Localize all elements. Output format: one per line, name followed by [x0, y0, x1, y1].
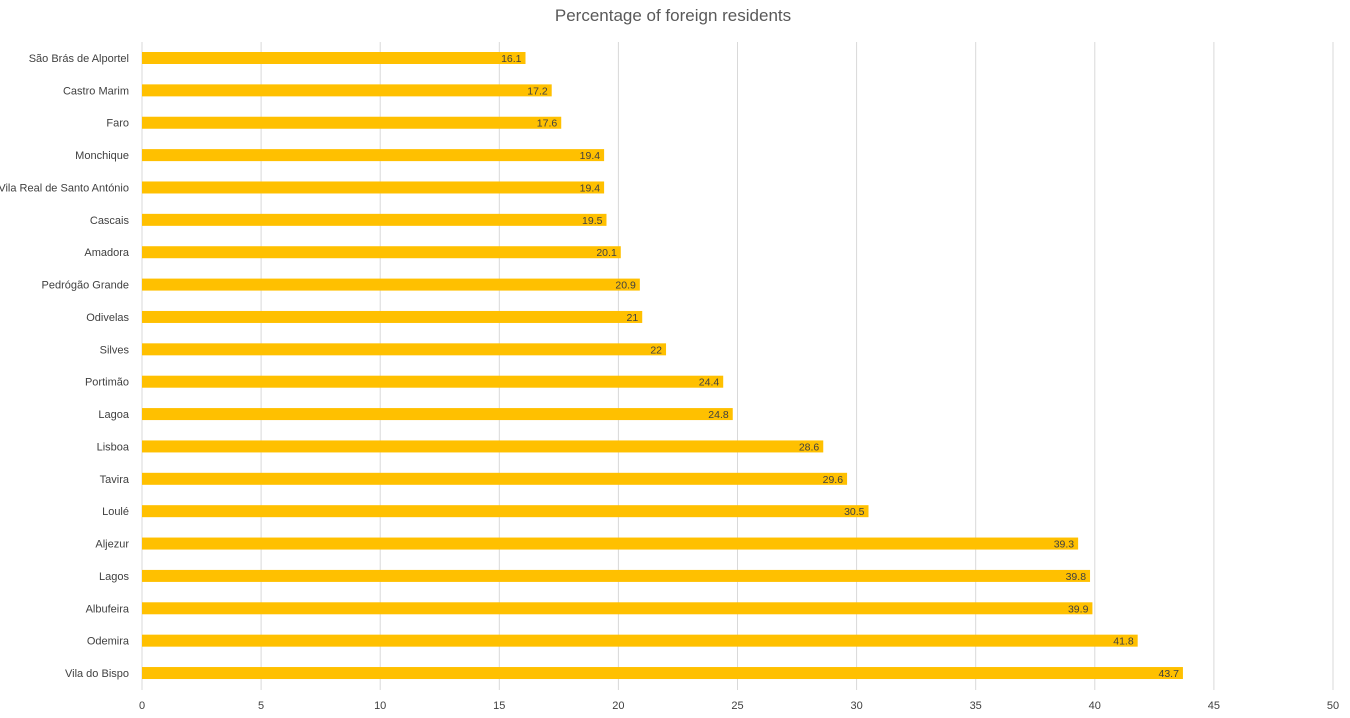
- data-label: 43.7: [1158, 668, 1179, 680]
- category-label: Cascais: [90, 215, 130, 227]
- bar: [142, 569, 1091, 582]
- category-label: Loulé: [102, 506, 129, 518]
- category-label: Pedrógão Grande: [42, 280, 129, 292]
- bar: [142, 278, 640, 291]
- data-label: 39.3: [1054, 539, 1075, 551]
- data-label: 22: [650, 344, 662, 356]
- category-label: Faro: [106, 118, 129, 130]
- data-label: 28.6: [799, 441, 820, 453]
- category-label: Castro Marim: [63, 85, 129, 97]
- x-tick-label: 35: [970, 700, 982, 712]
- bar: [142, 213, 607, 226]
- data-label: 20.9: [615, 280, 636, 292]
- bar: [142, 149, 605, 162]
- bar: [142, 667, 1183, 680]
- bar: [142, 52, 526, 64]
- data-label: 16.1: [501, 53, 522, 65]
- chart-title: Percentage of foreign residents: [555, 6, 791, 25]
- category-label: Portimão: [85, 377, 129, 389]
- x-tick-label: 25: [731, 700, 743, 712]
- x-tick-label: 45: [1208, 700, 1220, 712]
- category-label: Odivelas: [86, 312, 129, 324]
- data-label: 30.5: [844, 506, 865, 518]
- data-label: 19.4: [580, 182, 601, 194]
- data-label: 39.8: [1066, 571, 1087, 583]
- category-labels: São Brás de Alportel Castro Marim Faro Monc…: [0, 53, 130, 680]
- category-label: Amadora: [84, 247, 130, 259]
- x-tick-label: 30: [850, 700, 862, 712]
- bar: [142, 440, 824, 453]
- category-label: Lisboa: [97, 441, 130, 453]
- bar: [142, 116, 562, 129]
- data-label: 19.5: [582, 215, 603, 227]
- data-label: 29.6: [823, 474, 844, 486]
- data-label: 17.2: [527, 85, 548, 97]
- data-label: 41.8: [1113, 636, 1134, 648]
- bar: [142, 310, 643, 323]
- bar: [142, 181, 605, 194]
- x-tick-label: 50: [1327, 700, 1339, 712]
- x-tick-label: 10: [374, 700, 386, 712]
- bar: [142, 246, 621, 259]
- bars: 16.1 17.2 17.6 19.4 19.4 19.5 20.1 20.9 21 22 24.4…: [142, 52, 1183, 680]
- category-label: Vila Real de Santo António: [0, 182, 129, 194]
- category-label: Tavira: [100, 474, 130, 486]
- data-label: 21: [627, 312, 639, 324]
- gridlines: [141, 42, 1334, 690]
- data-label: 24.4: [699, 377, 720, 389]
- category-label: Aljezur: [95, 539, 129, 551]
- category-label: Vila do Bispo: [65, 668, 129, 680]
- bar: [142, 408, 733, 421]
- category-label: Lagoa: [98, 409, 129, 421]
- data-label: 17.6: [537, 118, 558, 130]
- x-tick-label: 5: [258, 700, 264, 712]
- bar: [142, 634, 1138, 647]
- bar: [142, 602, 1093, 615]
- bar: [142, 537, 1079, 550]
- category-label: Silves: [100, 344, 130, 356]
- data-label: 24.8: [708, 409, 729, 421]
- data-label: 39.9: [1068, 603, 1089, 615]
- x-tick-label: 40: [1089, 700, 1101, 712]
- category-label: Odemira: [87, 636, 130, 648]
- x-tick-label: 15: [493, 700, 505, 712]
- category-label: Lagos: [99, 571, 129, 583]
- data-label: 20.1: [596, 247, 617, 259]
- x-tick-label: 20: [612, 700, 624, 712]
- x-tick-label: 0: [139, 700, 145, 712]
- x-axis-tick-labels: 0 5 10 15 20 25 30 35 40 45 50: [139, 700, 1339, 712]
- bar: [142, 472, 848, 485]
- category-label: Albufeira: [86, 603, 130, 615]
- bar: [142, 84, 552, 97]
- bar: [142, 375, 724, 388]
- category-label: Monchique: [75, 150, 129, 162]
- bar: [142, 505, 869, 518]
- bar: [142, 343, 667, 356]
- category-label: São Brás de Alportel: [29, 53, 129, 65]
- data-label: 19.4: [580, 150, 601, 162]
